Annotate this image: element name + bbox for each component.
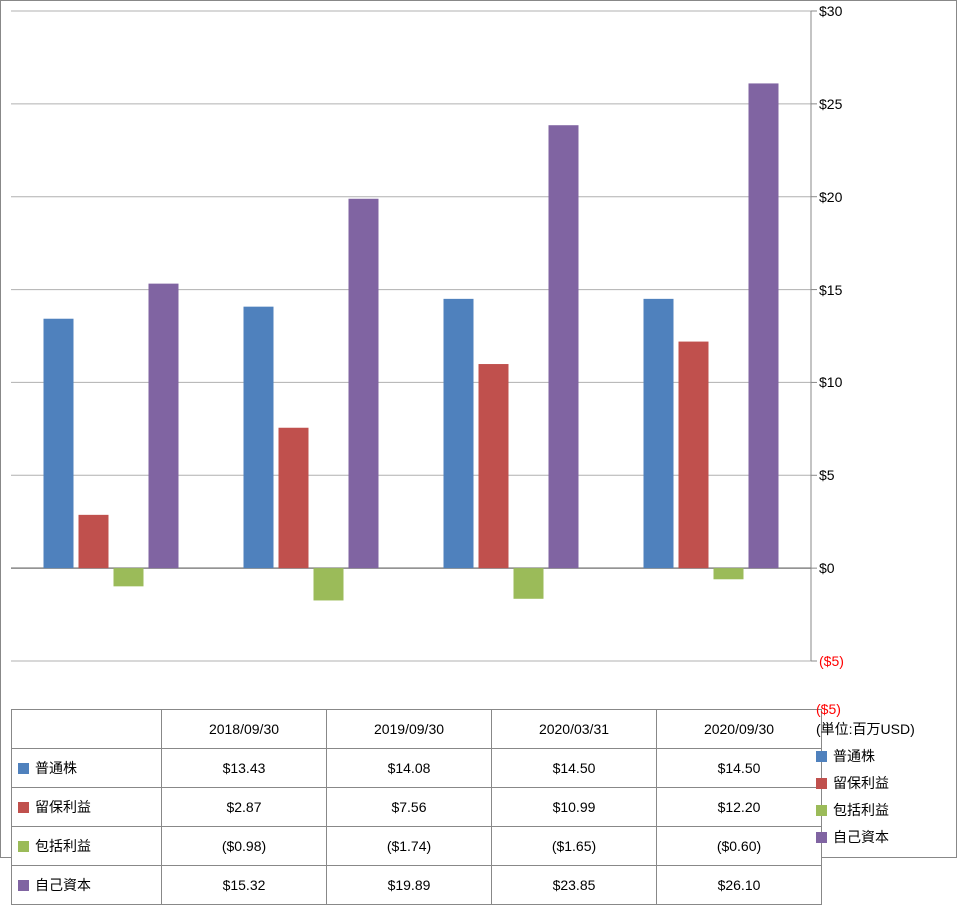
- bar: [114, 568, 144, 586]
- y-tick-label: $0: [819, 560, 835, 576]
- table-cell: $12.20: [657, 788, 822, 827]
- table-cell: $14.08: [327, 749, 492, 788]
- table-cell: $14.50: [492, 749, 657, 788]
- table-cell: $15.32: [162, 866, 327, 905]
- table-cell: $14.50: [657, 749, 822, 788]
- legend-item: 留保利益: [816, 773, 915, 793]
- bar: [479, 364, 509, 568]
- bar: [349, 199, 379, 568]
- table-rowheader-cell: 留保利益: [12, 788, 162, 827]
- table-cell: $13.43: [162, 749, 327, 788]
- y-tick-label: $30: [819, 3, 842, 19]
- table-row: 普通株$13.43$14.08$14.50$14.50: [12, 749, 822, 788]
- legend-swatch: [816, 805, 827, 816]
- legend-swatch: [18, 763, 29, 774]
- y-tick-label: $15: [819, 282, 842, 298]
- bar: [79, 515, 109, 568]
- chart-container: ($5) $0 $5 $10 $15 $20 $25 $30 2018/09/302019/0…: [0, 0, 957, 858]
- bar: [149, 284, 179, 569]
- y-tick-label: $10: [819, 374, 842, 390]
- table-header-cell: [12, 710, 162, 749]
- table-cell: $23.85: [492, 866, 657, 905]
- bar: [749, 83, 779, 568]
- y-tick-label: ($5): [819, 653, 844, 669]
- legend-label: 包括利益: [833, 802, 889, 818]
- legend-label: 普通株: [833, 748, 875, 764]
- data-table: 2018/09/302019/09/302020/03/312020/09/30…: [11, 709, 822, 905]
- legend-swatch: [18, 880, 29, 891]
- legend-swatch: [18, 841, 29, 852]
- y-tick-label: $20: [819, 189, 842, 205]
- legend-item: 包括利益: [816, 800, 915, 820]
- table-header-cell: 2018/09/30: [162, 710, 327, 749]
- legend-item: 普通株: [816, 746, 915, 766]
- table-row: 留保利益$2.87$7.56$10.99$12.20: [12, 788, 822, 827]
- table-cell: $19.89: [327, 866, 492, 905]
- negative-indicator: ($5): [816, 701, 915, 717]
- side-legend: ($5) (単位:百万USD) 普通株留保利益包括利益自己資本: [816, 701, 915, 854]
- legend-swatch: [18, 802, 29, 813]
- legend-label: 留保利益: [833, 775, 889, 791]
- table-header-cell: 2020/09/30: [657, 710, 822, 749]
- bar: [44, 319, 74, 568]
- legend-item: 自己資本: [816, 827, 915, 847]
- table-cell: ($1.74): [327, 827, 492, 866]
- bar: [514, 568, 544, 599]
- table-rowheader-cell: 普通株: [12, 749, 162, 788]
- table-cell: $10.99: [492, 788, 657, 827]
- table-cell: $2.87: [162, 788, 327, 827]
- legend-swatch: [816, 751, 827, 762]
- legend-label: 自己資本: [833, 829, 889, 845]
- bar: [644, 299, 674, 568]
- table-cell: ($0.60): [657, 827, 822, 866]
- table-header-cell: 2020/03/31: [492, 710, 657, 749]
- table-header-row: 2018/09/302019/09/302020/03/312020/09/30: [12, 710, 822, 749]
- bar: [314, 568, 344, 600]
- bar: [549, 125, 579, 568]
- y-tick-label: $25: [819, 96, 842, 112]
- bar: [714, 568, 744, 579]
- bar: [279, 428, 309, 568]
- table-cell: $7.56: [327, 788, 492, 827]
- table-rowheader-cell: 包括利益: [12, 827, 162, 866]
- table-cell: ($0.98): [162, 827, 327, 866]
- bar: [444, 299, 474, 568]
- table-header-cell: 2019/09/30: [327, 710, 492, 749]
- table-row: 自己資本$15.32$19.89$23.85$26.10: [12, 866, 822, 905]
- table-rowheader-cell: 自己資本: [12, 866, 162, 905]
- unit-label: (単位:百万USD): [816, 719, 915, 739]
- legend-swatch: [816, 778, 827, 789]
- bar: [244, 307, 274, 568]
- table-cell: ($1.65): [492, 827, 657, 866]
- legend-swatch: [816, 832, 827, 843]
- table-cell: $26.10: [657, 866, 822, 905]
- y-tick-label: $5: [819, 467, 835, 483]
- table-row: 包括利益($0.98)($1.74)($1.65)($0.60): [12, 827, 822, 866]
- bar: [679, 342, 709, 569]
